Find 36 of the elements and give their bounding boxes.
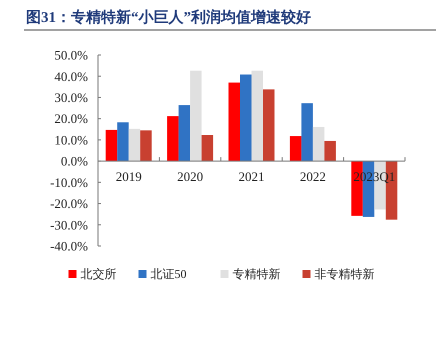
bar	[178, 105, 190, 162]
bar	[240, 74, 252, 162]
legend-label: 北交所	[80, 267, 116, 281]
x-tick-label: 2022	[300, 169, 326, 184]
x-tick-label: 2021	[238, 169, 264, 184]
bar	[252, 70, 263, 162]
y-tick-label: 40.0%	[54, 68, 88, 84]
x-tick-label: 2020	[177, 169, 204, 184]
y-tick-label: -20.0%	[50, 196, 88, 212]
bar	[263, 89, 274, 162]
bar	[202, 135, 214, 162]
bar	[167, 116, 179, 162]
bar	[106, 130, 118, 162]
y-tick-label: -30.0%	[50, 217, 88, 232]
bar	[228, 82, 240, 162]
y-tick-label: 0.0%	[60, 154, 88, 169]
bar	[128, 128, 140, 162]
bar	[290, 136, 302, 162]
bar	[117, 122, 129, 162]
y-tick-label: -40.0%	[50, 238, 88, 254]
y-tick-label: -10.0%	[50, 174, 88, 190]
y-tick-label: 10.0%	[54, 132, 88, 148]
legend-label: 专精特新	[232, 267, 280, 281]
y-tick-label: 30.0%	[54, 90, 88, 105]
y-tick-label: 20.0%	[54, 111, 88, 126]
legend-label: 北证50	[150, 267, 186, 281]
bar	[312, 126, 324, 162]
chart-title: 图31：专精特新“小巨人”利润均值增速较好	[26, 8, 311, 26]
x-tick-label: 2019	[116, 169, 142, 184]
bar	[140, 130, 152, 162]
bar	[324, 140, 336, 162]
bar	[301, 103, 313, 162]
y-tick-label: 50.0%	[54, 48, 88, 63]
legend-label: 非专精特新	[314, 267, 374, 281]
bar	[190, 70, 202, 162]
x-tick-label: 2023Q1	[353, 169, 396, 184]
